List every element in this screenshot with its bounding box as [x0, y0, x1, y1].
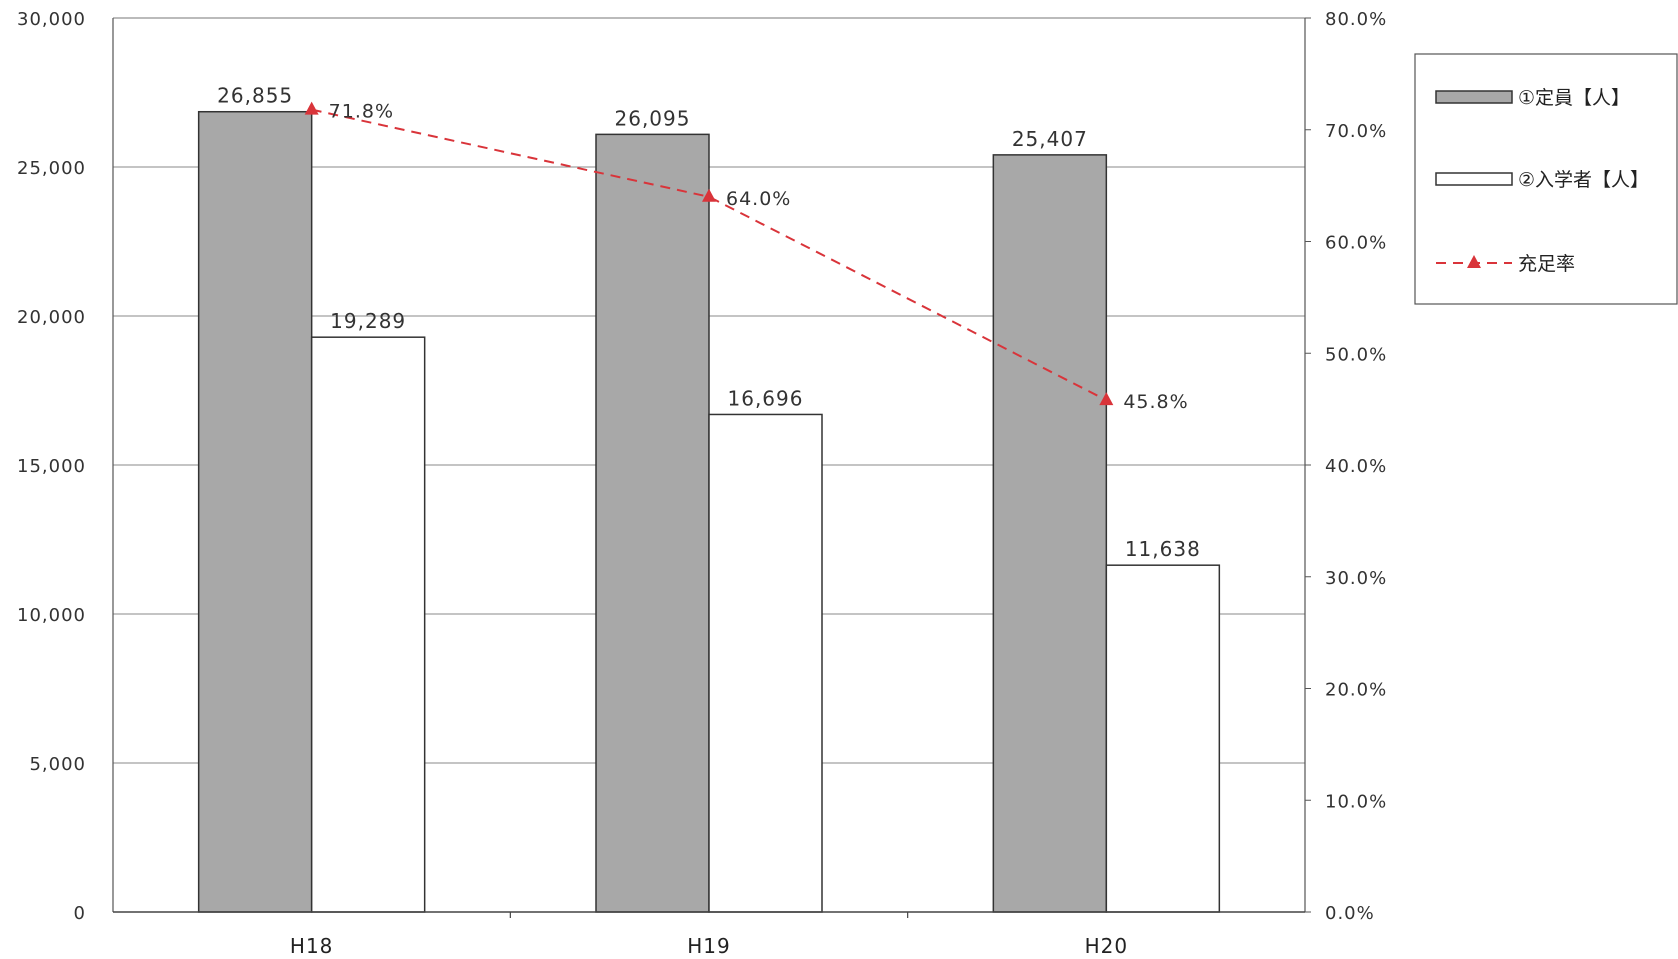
bar	[1105, 564, 1221, 913]
category-label: H19	[687, 934, 731, 958]
right-tick-label: 60.0%	[1325, 233, 1387, 254]
bar-value-label: 16,696	[728, 386, 804, 410]
left-axis-ticks: 0 5,000 10,000 15,000 20,000 25,000 30,000	[17, 9, 86, 924]
bar-value-label: 26,855	[217, 84, 293, 108]
bar	[197, 110, 313, 913]
bars	[197, 110, 1221, 913]
legend-label: ②入学者【人】	[1518, 169, 1649, 191]
legend-swatch	[1435, 172, 1513, 186]
right-axis-ticks: 0.0% 10.0% 20.0% 30.0% 40.0% 50.0% 60.0% 70.0% 8…	[1325, 9, 1387, 924]
right-tick-label: 40.0%	[1325, 456, 1387, 477]
left-tick-label: 5,000	[29, 754, 86, 775]
category-label: H18	[290, 934, 334, 958]
rate-value-label: 64.0%	[726, 188, 791, 210]
left-tick-label: 10,000	[17, 605, 86, 626]
rate-value-label: 45.8%	[1123, 391, 1188, 413]
bar-value-label: 25,407	[1012, 127, 1088, 151]
rate-point-marker	[702, 188, 716, 202]
data-labels: 26,855 19,289 26,095 16,696 25,407 11,638 71.8…	[217, 84, 1201, 561]
right-tick-label: 20.0%	[1325, 680, 1387, 701]
left-tick-label: 20,000	[17, 307, 86, 328]
rate-series-line	[311, 108, 1107, 402]
rate-point-marker	[1099, 392, 1114, 406]
legend: ①定員【人】 ②入学者【人】充足率	[1414, 53, 1678, 305]
legend-swatch	[1435, 90, 1513, 104]
legend-label: 充足率	[1518, 253, 1575, 275]
rate-line	[304, 101, 1114, 406]
left-tick-label: 0	[74, 903, 86, 924]
category-label: H20	[1085, 934, 1129, 958]
left-tick-label: 15,000	[17, 456, 86, 477]
rate-value-label: 71.8%	[329, 101, 394, 123]
bar-value-label: 11,638	[1125, 537, 1201, 561]
bar	[310, 336, 426, 913]
left-tick-label: 25,000	[17, 158, 86, 179]
axes	[112, 17, 1311, 918]
right-tick-label: 80.0%	[1325, 9, 1387, 30]
right-tick-label: 30.0%	[1325, 568, 1387, 589]
right-tick-label: 70.0%	[1325, 121, 1387, 142]
right-tick-label: 50.0%	[1325, 344, 1387, 365]
legend-label: ①定員【人】	[1518, 87, 1630, 109]
bar	[595, 133, 710, 913]
bar-value-label: 26,095	[615, 106, 691, 130]
category-labels: H18 H19 H20	[290, 934, 1129, 958]
bar-value-label: 19,289	[330, 309, 406, 333]
bar	[992, 154, 1108, 913]
left-tick-label: 30,000	[17, 9, 86, 30]
bar	[708, 413, 823, 913]
right-tick-label: 0.0%	[1325, 903, 1375, 924]
right-tick-label: 10.0%	[1325, 791, 1387, 812]
legend-marker	[1467, 255, 1481, 268]
rate-point-marker	[304, 101, 319, 115]
